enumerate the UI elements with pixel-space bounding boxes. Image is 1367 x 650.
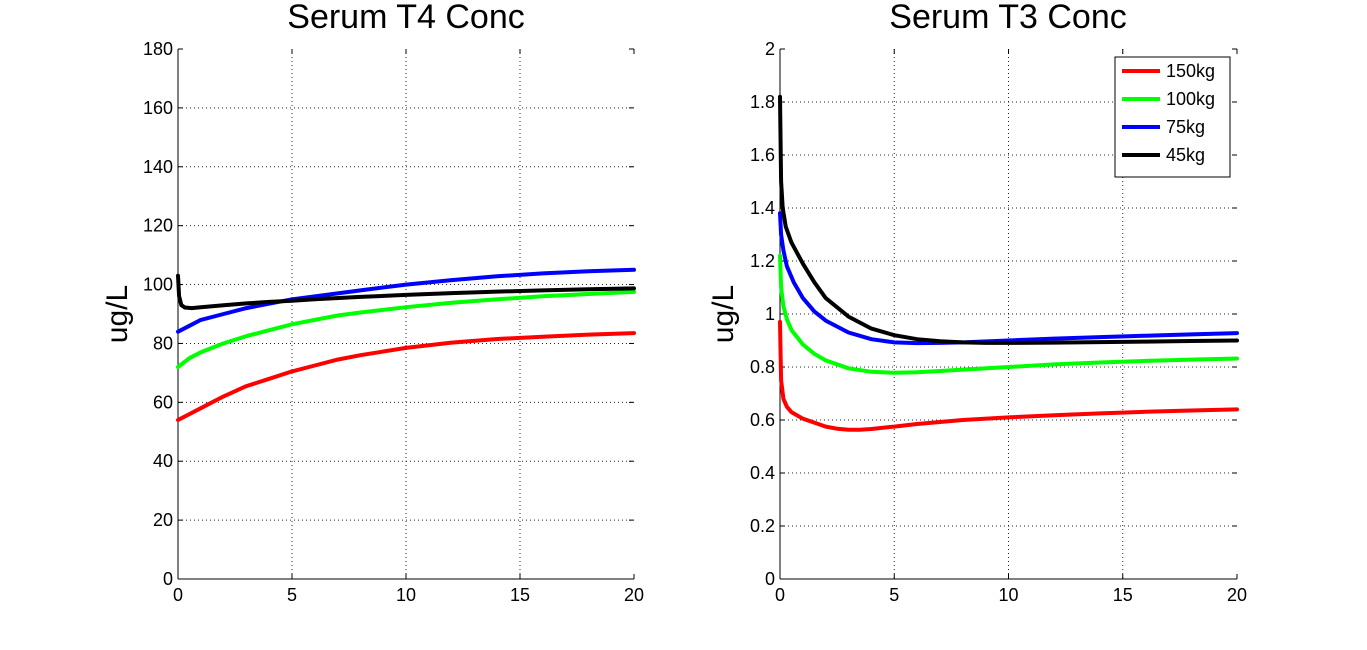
t3-legend-label: 75kg: [1166, 117, 1205, 137]
t3-y-tick-label: 0.6: [750, 410, 775, 430]
t4-y-tick-label: 160: [143, 98, 173, 118]
t4-chart-panel: Serum T4 Conc ug/L 0 5 10 15 20 0 20 40 60 80 100 1…: [101, 0, 644, 605]
t4-y-tick-label: 60: [153, 392, 173, 412]
t3-y-tick-label: 1.6: [750, 145, 775, 165]
t4-series-line-1: [176, 289, 636, 369]
t4-grid: [178, 49, 634, 579]
t4-x-tick-label: 5: [287, 585, 297, 605]
t3-y-tick-label: 0: [765, 569, 775, 589]
t4-series-line-2: [176, 267, 636, 334]
t4-series-line-0: [176, 331, 636, 422]
t4-x-tick-label: 20: [624, 585, 644, 605]
t3-x-tick-label: 0: [775, 585, 785, 605]
t4-x-tick-label: 10: [396, 585, 416, 605]
t3-legend-label: 100kg: [1166, 89, 1215, 109]
t3-legend-label: 150kg: [1166, 61, 1215, 81]
t4-chart-title: Serum T4 Conc: [287, 0, 524, 36]
t3-x-tick-label: 10: [998, 585, 1018, 605]
t4-x-tick-label: 15: [510, 585, 530, 605]
t4-y-tick-label: 80: [153, 333, 173, 353]
t3-y-tick-label: 1.8: [750, 92, 775, 112]
t3-y-tick-label: 0.8: [750, 357, 775, 377]
t4-y-tick-label: 140: [143, 157, 173, 177]
t3-series-line-45kg: [778, 94, 1239, 345]
t3-y-tick-label: 0.2: [750, 516, 775, 536]
t3-y-tick-label: 1: [765, 304, 775, 324]
t3-x-tick-label: 20: [1227, 585, 1247, 605]
t3-chart-panel: Serum T3 Conc ug/L 0 5 10 15 20 0 0.2 0.4 0.6 0.8…: [707, 0, 1247, 605]
t3-y-tick-label: 1.4: [750, 198, 775, 218]
t4-y-tick-label: 120: [143, 216, 173, 236]
t4-x-tick-label: 0: [173, 585, 183, 605]
t4-series-line-3: [176, 273, 636, 311]
t3-x-tick-label: 5: [889, 585, 899, 605]
t4-y-tick-label: 180: [143, 39, 173, 59]
t3-y-tick-label: 1.2: [750, 251, 775, 271]
t4-y-tick-label: 0: [163, 569, 173, 589]
t4-y-axis-label: ug/L: [101, 285, 134, 343]
t3-series-line-75kg: [778, 211, 1239, 346]
t3-legend-label: 45kg: [1166, 145, 1205, 165]
t3-x-tick-label: 15: [1113, 585, 1133, 605]
t3-series-line-100kg: [778, 253, 1239, 375]
t3-series-line-150kg: [778, 319, 1239, 432]
t3-y-axis-label: ug/L: [707, 285, 740, 343]
t4-y-tick-label: 20: [153, 510, 173, 530]
t4-y-tick-label: 40: [153, 451, 173, 471]
t3-y-tick-label: 0.4: [750, 463, 775, 483]
t3-legend: 150kg 100kg 75kg 45kg: [1114, 56, 1231, 178]
t4-y-tick-label: 100: [143, 275, 173, 295]
t3-y-tick-label: 2: [765, 39, 775, 59]
t3-chart-title: Serum T3 Conc: [889, 0, 1126, 36]
